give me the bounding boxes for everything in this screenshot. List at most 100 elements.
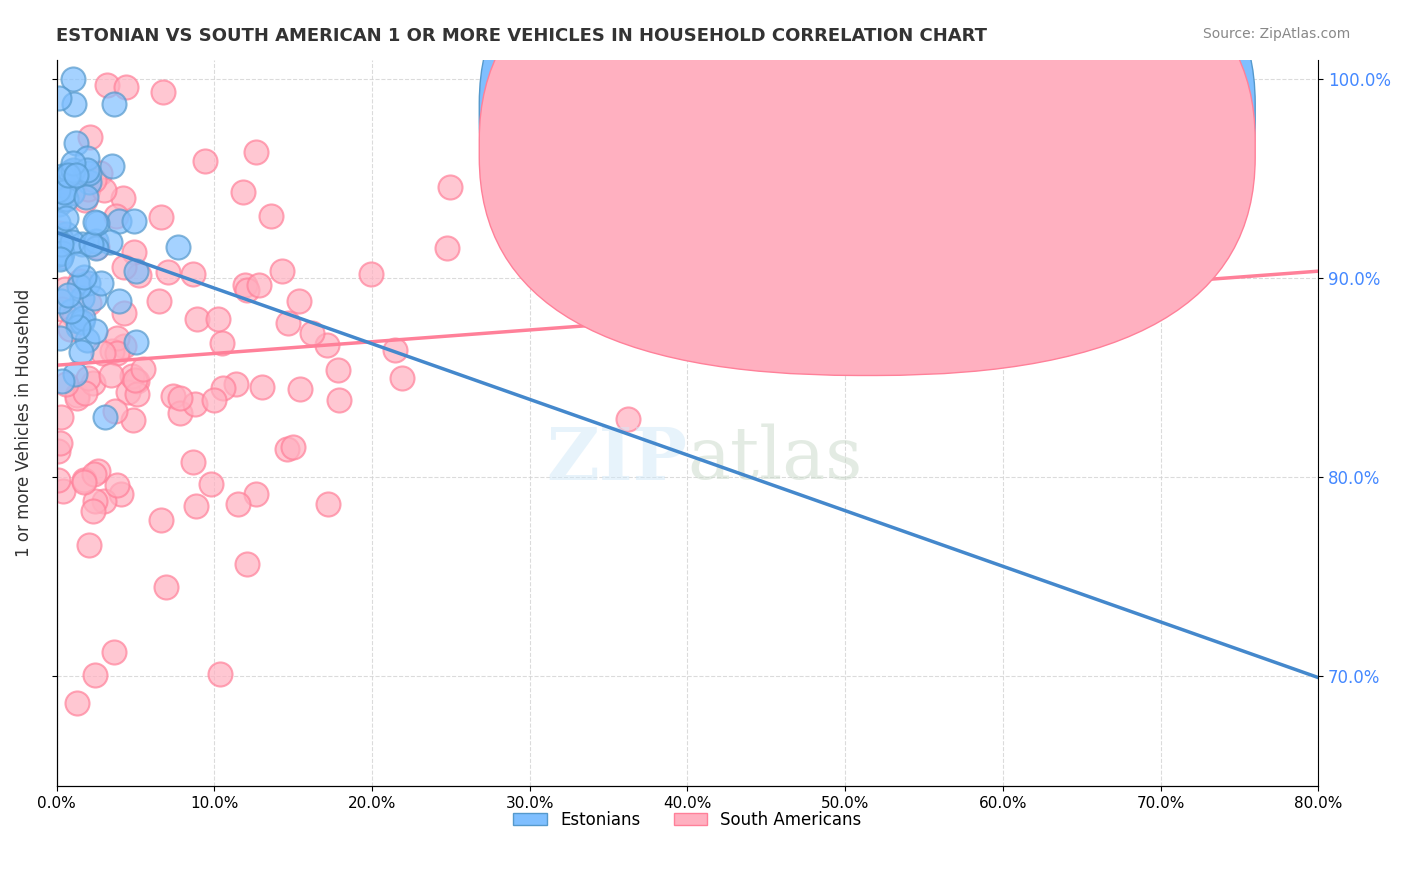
Point [249, 277, 271, 292]
Point [125, 387, 148, 401]
Point [166, 240, 188, 254]
FancyBboxPatch shape [479, 0, 1256, 339]
Point [52, 484, 75, 499]
Point [73, 473, 96, 487]
Point [48, 226, 70, 240]
Point [236, 558, 259, 572]
Point [128, 268, 150, 282]
Point [155, 580, 177, 594]
Text: ESTONIAN VS SOUTH AMERICAN 1 OR MORE VEHICLES IN HOUSEHOLD CORRELATION CHART: ESTONIAN VS SOUTH AMERICAN 1 OR MORE VEH… [56, 27, 987, 45]
Point [225, 376, 247, 391]
Point [75, 190, 97, 204]
Point [125, 263, 148, 277]
Point [72, 311, 94, 326]
Text: Source: ZipAtlas.com: Source: ZipAtlas.com [1202, 27, 1350, 41]
Point [77, 166, 100, 180]
Point [149, 210, 172, 224]
Point [283, 440, 305, 454]
Point [46, 216, 69, 230]
Point [245, 145, 267, 159]
Point [73, 385, 96, 400]
Point [73, 194, 96, 208]
Point [66, 392, 89, 406]
Point [200, 476, 222, 491]
Point [59, 321, 82, 335]
Point [79, 130, 101, 145]
Point [51, 374, 73, 388]
Point [186, 311, 208, 326]
Point [89, 166, 111, 180]
Point [271, 264, 294, 278]
Point [112, 190, 135, 204]
Point [83, 215, 105, 229]
Point [63, 97, 86, 112]
Point [66, 696, 89, 710]
Point [77, 181, 100, 195]
Point [86, 240, 108, 254]
Point [69, 275, 91, 289]
Point [55, 211, 77, 225]
Point [208, 667, 231, 681]
Point [48, 91, 70, 105]
Point [46, 246, 69, 260]
Point [79, 538, 101, 552]
Text: N = 114: N = 114 [1047, 136, 1128, 154]
Point [301, 326, 323, 341]
Point [66, 314, 89, 328]
Point [52, 185, 75, 199]
Point [83, 325, 105, 339]
Point [65, 136, 87, 150]
Point [62, 184, 84, 198]
Point [84, 668, 107, 682]
Point [86, 216, 108, 230]
Point [105, 478, 128, 492]
Point [103, 645, 125, 659]
Point [104, 404, 127, 418]
Point [211, 335, 233, 350]
Point [104, 209, 127, 223]
Point [226, 497, 249, 511]
Point [94, 410, 117, 425]
Point [132, 361, 155, 376]
Y-axis label: 1 or more Vehicles in Household: 1 or more Vehicles in Household [15, 289, 32, 557]
Point [360, 267, 382, 281]
Point [117, 384, 139, 399]
Point [77, 371, 100, 385]
Point [79, 175, 101, 189]
Point [90, 276, 112, 290]
Point [51, 301, 73, 316]
Text: R =  0.436: R = 0.436 [883, 100, 987, 118]
Point [207, 312, 229, 326]
Point [122, 413, 145, 427]
Text: atlas: atlas [688, 424, 863, 494]
Point [101, 159, 124, 173]
Point [87, 464, 110, 478]
Point [83, 173, 105, 187]
Point [260, 209, 283, 223]
Point [49, 294, 72, 309]
Point [76, 276, 98, 290]
Point [316, 497, 339, 511]
Point [48, 435, 70, 450]
Point [122, 213, 145, 227]
Point [105, 331, 128, 345]
Point [56, 288, 79, 302]
Point [82, 504, 104, 518]
Point [55, 192, 77, 206]
Point [63, 309, 86, 323]
Point [46, 183, 69, 197]
Point [98, 235, 121, 249]
Point [84, 241, 107, 255]
Point [108, 294, 131, 309]
Point [122, 245, 145, 260]
Point [110, 487, 132, 501]
Text: ZIP: ZIP [547, 424, 688, 494]
Point [326, 363, 349, 377]
Point [53, 179, 76, 194]
Point [55, 227, 77, 242]
Point [96, 78, 118, 92]
Point [439, 179, 461, 194]
Point [84, 234, 107, 248]
Point [70, 237, 93, 252]
Point [49, 252, 72, 267]
